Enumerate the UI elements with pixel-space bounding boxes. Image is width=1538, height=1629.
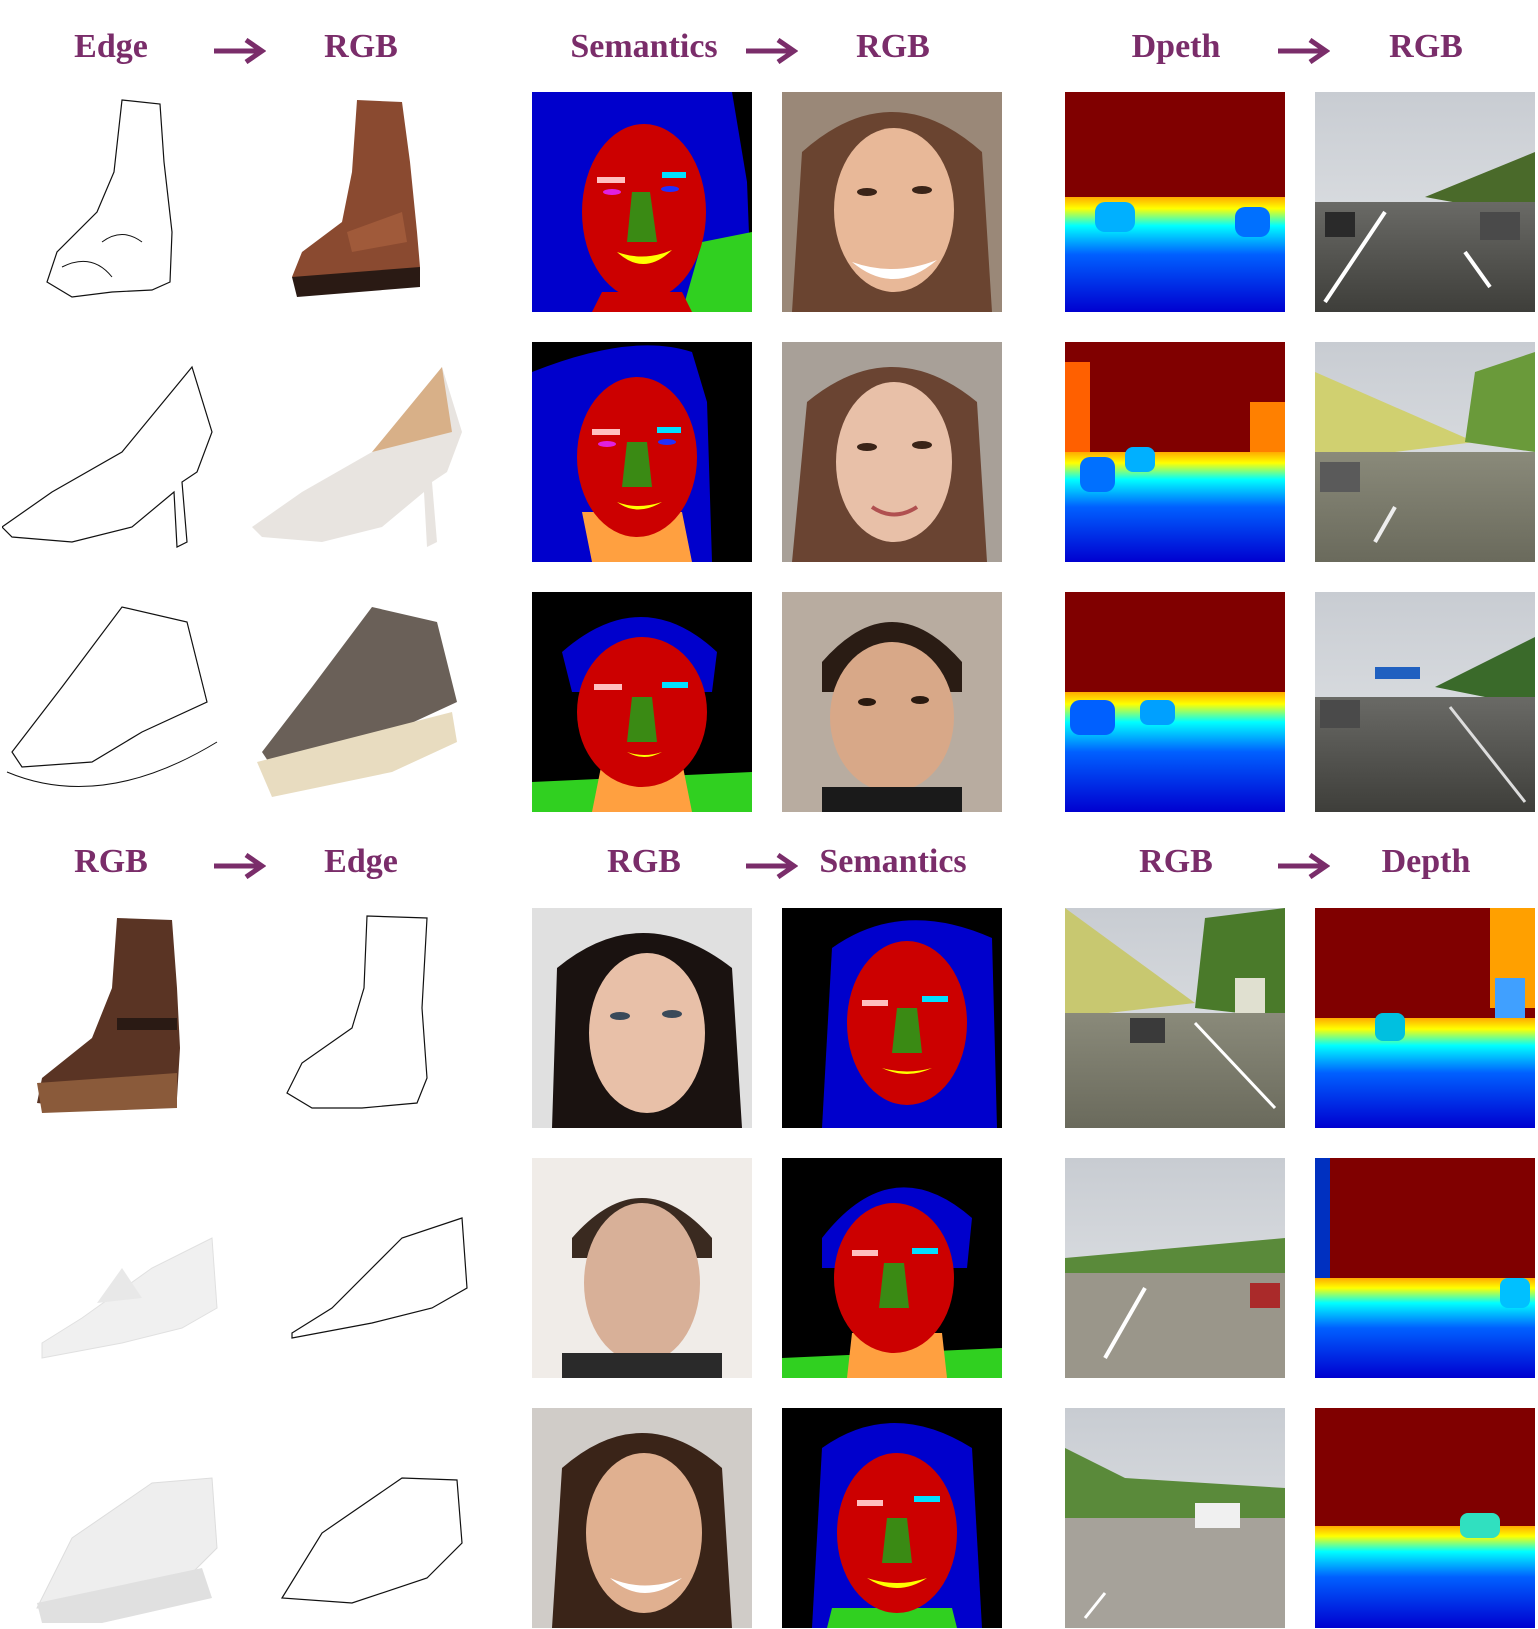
edge-map-flip-flop — [252, 1158, 472, 1378]
right-arrow-icon — [214, 38, 266, 64]
generated-rgb-boot — [252, 92, 472, 312]
generated-rgb-face — [782, 592, 1002, 812]
right-arrow-icon — [1278, 38, 1330, 64]
source-rgb-face — [532, 908, 752, 1128]
header-semantics-target: Semantics — [819, 843, 967, 880]
semantic-map-face — [782, 908, 1002, 1128]
header-rgb-source: RGB — [74, 843, 148, 880]
semantic-map-face — [532, 92, 752, 312]
source-rgb-road — [1065, 1158, 1285, 1378]
header-edge-target: Edge — [324, 843, 398, 880]
header-rgb-target: RGB — [324, 28, 398, 65]
generated-rgb-face — [782, 342, 1002, 562]
edge-map-heel — [2, 342, 222, 562]
generated-rgb-road — [1315, 92, 1535, 312]
depth-map-road — [1315, 1408, 1535, 1628]
edge-map-boot — [252, 908, 472, 1128]
source-rgb-flip-flop — [2, 1158, 222, 1378]
right-arrow-icon — [746, 853, 798, 879]
source-rgb-face — [532, 1158, 752, 1378]
depth-map-road — [1065, 592, 1285, 812]
source-rgb-road — [1065, 908, 1285, 1128]
source-rgb-road — [1065, 1408, 1285, 1628]
semantic-map-face — [782, 1408, 1002, 1628]
semantic-map-face — [532, 342, 752, 562]
source-rgb-face — [532, 1408, 752, 1628]
header-rgb-source: RGB — [607, 843, 681, 880]
header-semantics-source: Semantics — [570, 28, 718, 65]
depth-map-road — [1315, 908, 1535, 1128]
header-rgb-source: RGB — [1139, 843, 1213, 880]
header-rgb-target: RGB — [1389, 28, 1463, 65]
right-arrow-icon — [214, 853, 266, 879]
source-rgb-boot — [2, 908, 222, 1128]
header-rgb-target: RGB — [856, 28, 930, 65]
semantic-map-face — [532, 592, 752, 812]
header-edge-source: Edge — [74, 28, 148, 65]
edge-map-boot — [2, 92, 222, 312]
generated-rgb-road — [1315, 592, 1535, 812]
source-rgb-sneaker — [2, 1408, 222, 1628]
depth-map-road — [1065, 92, 1285, 312]
generated-rgb-road — [1315, 342, 1535, 562]
generated-rgb-face — [782, 92, 1002, 312]
header-depth-source: Dpeth — [1131, 28, 1221, 65]
right-arrow-icon — [1278, 853, 1330, 879]
generated-rgb-sneaker — [252, 592, 472, 812]
edge-map-sneaker — [2, 592, 222, 812]
header-depth-target: Depth — [1381, 843, 1471, 880]
depth-map-road — [1065, 342, 1285, 562]
depth-map-road — [1315, 1158, 1535, 1378]
right-arrow-icon — [746, 38, 798, 64]
edge-map-sneaker — [252, 1408, 472, 1628]
semantic-map-face — [782, 1158, 1002, 1378]
generated-rgb-heel — [252, 342, 472, 562]
